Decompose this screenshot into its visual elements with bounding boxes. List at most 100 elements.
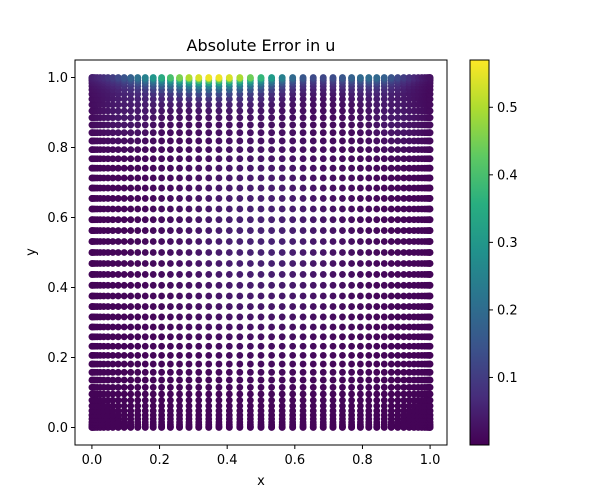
scatter-point: [158, 129, 166, 137]
scatter-point: [299, 342, 307, 350]
scatter-point: [339, 74, 346, 81]
scatter-point: [127, 164, 135, 172]
scatter-point: [348, 313, 355, 321]
scatter-point: [426, 292, 434, 300]
scatter-point: [268, 292, 276, 300]
scatter-point: [400, 129, 408, 137]
scatter-point: [268, 101, 276, 109]
scatter-point: [339, 333, 346, 341]
scatter-point: [176, 174, 183, 182]
scatter-point: [120, 238, 128, 245]
scatter-point: [109, 360, 117, 368]
scatter-point: [356, 107, 364, 115]
scatter-point: [114, 74, 122, 81]
scatter-point: [426, 205, 434, 213]
scatter-point: [329, 313, 337, 321]
scatter-point: [205, 195, 213, 202]
scatter-point: [348, 407, 355, 415]
scatter-point: [365, 227, 373, 234]
scatter-point: [380, 260, 388, 267]
scatter-point: [400, 368, 408, 376]
scatter-point: [127, 184, 135, 192]
scatter-point: [356, 351, 364, 359]
scatter-point: [405, 216, 413, 224]
scatter-point: [141, 396, 149, 404]
scatter-point: [149, 174, 157, 182]
scatter-point: [257, 205, 265, 213]
scatter-point: [289, 227, 297, 234]
scatter-point: [268, 164, 276, 172]
scatter-point: [167, 333, 174, 341]
scatter-point: [158, 121, 166, 129]
scatter-point: [365, 146, 373, 154]
scatter-point: [299, 101, 307, 109]
scatter-point: [329, 249, 337, 256]
scatter-point: [329, 271, 337, 278]
scatter-point: [246, 407, 254, 415]
scatter-point: [380, 107, 388, 115]
scatter-point: [225, 95, 233, 103]
scatter-point: [205, 313, 213, 321]
scatter-point: [167, 407, 174, 415]
scatter-point: [319, 121, 327, 129]
scatter-point: [109, 95, 117, 103]
scatter-point: [278, 249, 286, 256]
scatter-point: [195, 155, 203, 163]
scatter-point: [348, 360, 355, 368]
scatter-point: [205, 396, 213, 404]
scatter-point: [141, 260, 149, 267]
scatter-point: [120, 174, 128, 182]
scatter-point: [104, 129, 112, 137]
scatter-point: [356, 292, 364, 300]
scatter-point: [339, 164, 346, 172]
scatter-point: [394, 407, 402, 415]
scatter-point: [149, 271, 157, 278]
scatter-point: [236, 238, 244, 245]
scatter-point: [120, 107, 128, 115]
scatter-point: [348, 281, 355, 289]
scatter-point: [246, 95, 254, 103]
scatter-point: [149, 74, 157, 81]
scatter-point: [109, 216, 117, 224]
scatter-point: [299, 174, 307, 182]
scatter-point: [134, 368, 142, 376]
scatter-point: [365, 205, 373, 213]
scatter-point: [236, 303, 244, 310]
scatter-point: [176, 107, 183, 115]
scatter-point: [109, 129, 117, 137]
scatter-point: [387, 342, 395, 350]
scatter-point: [426, 146, 434, 154]
scatter-point: [299, 205, 307, 213]
scatter-point: [167, 249, 174, 256]
scatter-point: [215, 407, 223, 415]
scatter-point: [380, 121, 388, 129]
scatter-point: [134, 342, 142, 350]
scatter-point: [365, 195, 373, 202]
scatter-point: [127, 146, 135, 154]
scatter-point: [365, 313, 373, 321]
scatter-point: [176, 281, 183, 289]
scatter-point: [387, 313, 395, 321]
scatter-point: [225, 360, 233, 368]
scatter-point: [120, 146, 128, 154]
scatter-point: [246, 351, 254, 359]
scatter-point: [380, 292, 388, 300]
scatter-point: [426, 195, 434, 202]
scatter-point: [329, 376, 337, 384]
scatter-point: [114, 281, 122, 289]
scatter-point: [319, 351, 327, 359]
scatter-point: [114, 184, 122, 192]
scatter-point: [356, 195, 364, 202]
scatter-point: [149, 292, 157, 300]
scatter-point: [176, 368, 183, 376]
scatter-point: [365, 376, 373, 384]
scatter-point: [225, 333, 233, 341]
scatter-point: [356, 121, 364, 129]
scatter-point: [104, 155, 112, 163]
scatter-point: [373, 249, 381, 256]
scatter-point: [268, 155, 276, 163]
scatter-point: [373, 216, 381, 224]
scatter-point: [268, 95, 276, 103]
scatter-point: [319, 114, 327, 122]
scatter-point: [176, 360, 183, 368]
